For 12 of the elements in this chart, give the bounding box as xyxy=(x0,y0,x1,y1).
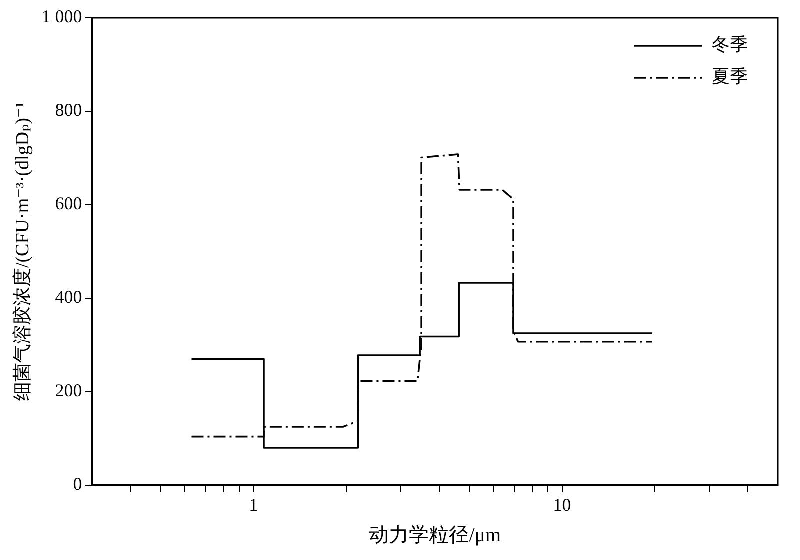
y-tick-label: 0 xyxy=(73,474,82,494)
y-tick-label: 600 xyxy=(55,194,82,214)
y-tick-label: 400 xyxy=(55,287,82,308)
y-tick-label: 1 000 xyxy=(42,6,82,27)
x-tick-label: 1 xyxy=(249,494,258,515)
y-tick-label: 800 xyxy=(55,100,82,120)
x-tick-label: 10 xyxy=(553,494,572,515)
y-tick-label: 200 xyxy=(55,380,82,401)
legend-label: 冬季 xyxy=(712,34,748,55)
x-axis-title: 动力学粒径/μm xyxy=(369,524,502,546)
legend-label: 夏季 xyxy=(712,66,748,87)
y-axis-title: 细菌气溶胶浓度/(CFU·m⁻³·(dlgDₚ)⁻¹ xyxy=(11,102,34,402)
